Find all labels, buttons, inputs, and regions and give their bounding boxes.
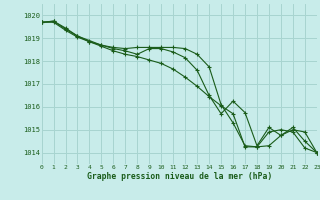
X-axis label: Graphe pression niveau de la mer (hPa): Graphe pression niveau de la mer (hPa) <box>87 172 272 181</box>
